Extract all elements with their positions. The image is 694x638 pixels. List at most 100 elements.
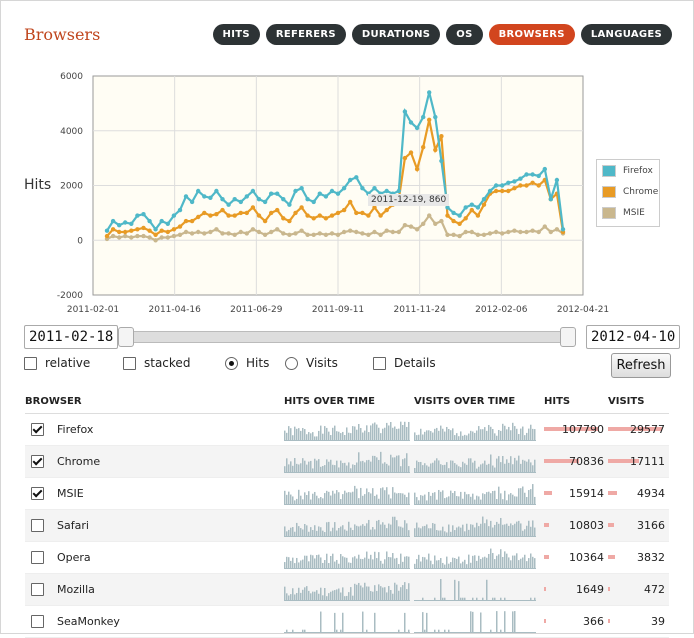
series-point: [159, 228, 164, 233]
sparkline-bar: [340, 553, 342, 569]
sparkline-bar: [338, 588, 340, 601]
series-point: [311, 216, 316, 221]
slider-handle-end[interactable]: [560, 327, 576, 347]
sparkline-bar: [314, 435, 316, 441]
sparkline-bar: [492, 552, 494, 569]
col-hits-over-time[interactable]: HITS OVER TIME: [284, 390, 414, 414]
sparkline-bar: [320, 425, 322, 441]
sparkline-bar: [504, 610, 506, 633]
sparkline-bar: [400, 421, 402, 441]
sparkline-bar: [402, 584, 404, 601]
sparkline-bar: [518, 455, 520, 473]
sparkline-bar: [476, 597, 478, 601]
sparkline-bar: [336, 629, 338, 633]
sparkline-bar: [454, 490, 456, 505]
series-point: [196, 188, 201, 194]
row-checkbox[interactable]: [31, 423, 44, 436]
hits-radio[interactable]: [225, 356, 238, 370]
details-checkbox[interactable]: [373, 356, 386, 370]
refresh-button[interactable]: Refresh: [611, 353, 671, 378]
relative-checkbox[interactable]: [24, 356, 37, 370]
date-range-slider[interactable]: [118, 327, 576, 347]
sparkline-bar: [534, 496, 536, 505]
series-point: [341, 186, 347, 191]
sparkline-bar: [506, 523, 508, 537]
row-checkbox[interactable]: [31, 487, 44, 500]
tab-browsers[interactable]: BROWSERS: [488, 24, 575, 45]
sparkline-bar: [420, 494, 422, 505]
sparkline-bar: [312, 431, 314, 441]
legend-item-chrome: Chrome: [597, 181, 659, 202]
sparkline-bar: [428, 553, 430, 569]
sparkline-bar: [368, 558, 370, 569]
row-checkbox[interactable]: [31, 551, 44, 564]
row-checkbox[interactable]: [31, 455, 44, 468]
series-point: [384, 228, 389, 233]
col-browser[interactable]: BROWSER: [25, 390, 284, 414]
row-checkbox[interactable]: [31, 615, 44, 628]
visits-value: 4934: [637, 487, 665, 500]
sparkline-bar: [354, 555, 356, 569]
relative-option[interactable]: relative: [24, 356, 90, 370]
sparkline-bar: [476, 560, 478, 569]
sparkline-bar: [422, 495, 424, 505]
sparkline-bar: [324, 559, 326, 569]
sparkline-bar: [476, 429, 478, 441]
tab-languages[interactable]: LANGUAGES: [580, 24, 672, 45]
sparkline-bar: [444, 597, 446, 601]
details-option[interactable]: Details: [373, 356, 436, 370]
col-visits-over-time[interactable]: VISITS OVER TIME: [414, 390, 544, 414]
tab-durations[interactable]: DURATIONS: [351, 24, 441, 45]
sparkline-bar: [342, 462, 344, 473]
sparkline-bar: [372, 487, 374, 505]
slider-handle-start[interactable]: [118, 327, 134, 347]
row-checkbox[interactable]: [31, 519, 44, 532]
browser-cell: Safari: [25, 509, 284, 542]
sparkline-bar: [494, 432, 496, 441]
sparkline-bar: [442, 489, 444, 505]
series-point: [117, 223, 122, 228]
stacked-option[interactable]: stacked: [123, 356, 190, 370]
sparkline-bar: [444, 564, 446, 569]
tab-os[interactable]: OS: [446, 24, 483, 45]
series-point: [275, 191, 280, 196]
col-visits[interactable]: VISITS: [608, 390, 669, 414]
sparkline-bar: [298, 587, 300, 601]
series-point: [281, 231, 286, 236]
sparkline-bar: [302, 589, 304, 601]
end-date-input[interactable]: 2012-04-10: [586, 325, 681, 349]
start-date-input[interactable]: 2011-02-18: [24, 325, 119, 349]
visits-option[interactable]: Visits: [285, 356, 338, 370]
row-checkbox[interactable]: [31, 583, 44, 596]
sparkline-bar: [370, 461, 372, 473]
sparkline-bar: [362, 432, 364, 441]
y-tick-label: -2000: [57, 291, 83, 301]
visits-bar: [608, 491, 617, 495]
sparkline-bar: [404, 494, 406, 505]
sparkline-bar: [534, 459, 536, 473]
sparkline-bar: [502, 498, 504, 505]
hits-option[interactable]: Hits: [225, 356, 269, 370]
sparkline-bar: [378, 519, 380, 537]
sparkline-bar: [346, 465, 348, 473]
sparkline-bar: [500, 430, 502, 441]
series-point: [354, 210, 359, 216]
sparkline-bar: [512, 524, 514, 537]
sparkline-bar: [442, 597, 444, 601]
sparkline-bar: [466, 434, 468, 441]
visits-radio[interactable]: [285, 356, 298, 370]
stacked-checkbox[interactable]: [123, 356, 136, 370]
sparkline-bar: [436, 529, 438, 537]
tab-referers[interactable]: REFERERS: [265, 24, 346, 45]
series-point: [512, 228, 517, 233]
tab-hits[interactable]: HITS: [212, 24, 260, 45]
sparkline-bar: [310, 499, 312, 505]
visits-cell: 29577: [608, 413, 669, 446]
sparkline-bar: [472, 524, 474, 537]
sparkline-bar: [328, 491, 330, 505]
col-hits[interactable]: HITS: [544, 390, 608, 414]
sparkline-bar: [408, 629, 410, 633]
y-tick-label: 0: [77, 236, 83, 246]
sparkline-bar: [426, 429, 428, 441]
sparkline-bar: [364, 525, 366, 537]
